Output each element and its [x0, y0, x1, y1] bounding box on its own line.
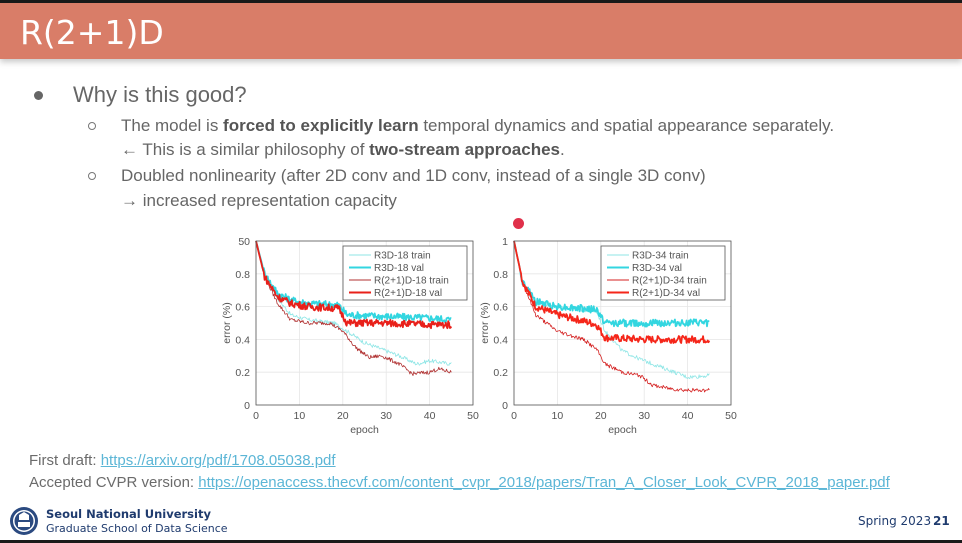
y-axis-label: error (%): [479, 302, 491, 343]
chart-r3d18-vs-r2plus1d18: 0 10 20 30 40 50 0 0.2 0.4 0.6 0.8 50 epoch error (%)…: [215, 228, 485, 438]
x-tick-label: 50: [467, 410, 479, 422]
y-tick-label: 0: [244, 400, 250, 412]
top-border: [0, 0, 962, 3]
x-tick-label: 40: [682, 410, 694, 422]
y-tick-label: 0: [502, 400, 508, 412]
hollow-bullet-icon: [88, 122, 96, 130]
first-draft-line: First draft: https://arxiv.org/pdf/1708.…: [29, 452, 336, 469]
first-draft-label: First draft:: [29, 452, 101, 469]
series-line-r-2-1-d-34-train: [513, 240, 710, 393]
plot-frame: [513, 240, 732, 406]
x-tick-label: 30: [638, 410, 650, 422]
x-tick-label: 10: [552, 410, 564, 422]
series-line-r-2-1-d-18-train: [255, 240, 452, 377]
y-tick-label: 50: [238, 236, 250, 248]
plot-frame: [255, 240, 474, 406]
chart-r3d34-vs-r2plus1d34: 0 10 20 30 40 50 0 0.2 0.4 0.6 0.8 1 epoch error (%) R…: [473, 228, 743, 438]
y-tick-label: 0.2: [235, 367, 250, 379]
legend-label: R(2+1)D-34 val: [632, 288, 700, 299]
y-tick-label: 0.4: [235, 334, 250, 346]
y-tick-label: 0.6: [493, 302, 508, 314]
chart-svg-34: 0 10 20 30 40 50 0 0.2 0.4 0.6 0.8 1 epoch error (%) R…: [479, 236, 737, 436]
text-run: .: [560, 140, 565, 159]
footer-university: Seoul National University: [46, 507, 211, 521]
y-tick-label: 0.8: [235, 269, 250, 281]
legend-label: R3D-34 val: [632, 263, 682, 274]
cvpr-version-label: Accepted CVPR version:: [29, 474, 199, 491]
first-draft-link[interactable]: https://arxiv.org/pdf/1708.05038.pdf: [100, 452, 336, 469]
x-tick-label: 10: [294, 410, 306, 422]
bottom-border: [0, 540, 962, 543]
series-line-r3d-18-val: [255, 240, 452, 324]
sub-bullet-2-line-2: → increased representation capacity: [121, 191, 397, 211]
slide-page-number: 21: [933, 514, 950, 528]
legend-label: R(2+1)D-18 train: [374, 276, 449, 287]
y-tick-label: 0.8: [493, 269, 508, 281]
x-tick-label: 40: [424, 410, 436, 422]
x-axis-label: epoch: [350, 424, 379, 436]
bold-text-run: two-stream approaches: [369, 140, 561, 159]
x-tick-label: 0: [253, 410, 259, 422]
legend-label: R3D-34 train: [632, 251, 689, 262]
sub-bullet-1-line-2: ← This is a similar philosophy of two-st…: [121, 140, 565, 160]
x-tick-label: 20: [595, 410, 607, 422]
footer-school: Graduate School of Data Science: [46, 522, 228, 535]
laser-pointer-dot-icon: [513, 218, 524, 229]
cvpr-version-line: Accepted CVPR version: https://openacces…: [29, 474, 890, 491]
x-axis-label: epoch: [608, 424, 637, 436]
series-line-r-2-1-d-34-val: [513, 240, 711, 344]
footer-term: Spring 2023: [858, 514, 932, 528]
text-run: → increased representation capacity: [121, 191, 397, 210]
text-run: ← This is a similar philosophy of: [121, 140, 370, 159]
legend-label: R3D-18 val: [374, 263, 424, 274]
series-line-r3d-18-train: [255, 240, 452, 366]
text-run: Doubled nonlinearity (after 2D conv and …: [121, 166, 706, 185]
x-tick-label: 20: [337, 410, 349, 422]
text-run: The model is: [121, 116, 224, 135]
text-run: temporal dynamics and spatial appearance…: [418, 116, 835, 135]
y-tick-label: 0.6: [235, 302, 250, 314]
legend-label: R(2+1)D-18 val: [374, 288, 442, 299]
legend-label: R3D-18 train: [374, 251, 431, 262]
x-tick-label: 30: [380, 410, 392, 422]
cvpr-version-link[interactable]: https://openaccess.thecvf.com/content_cv…: [198, 474, 890, 491]
y-axis-label: error (%): [221, 302, 233, 343]
hollow-bullet-icon: [88, 172, 96, 180]
chart-svg-18: 0 10 20 30 40 50 0 0.2 0.4 0.6 0.8 50 epoch error (%)…: [221, 236, 479, 436]
snu-emblem-icon: [10, 507, 38, 535]
legend-label: R(2+1)D-34 train: [632, 276, 707, 287]
series-line-r-2-1-d-18-val: [255, 240, 453, 330]
title-band: R(2+1)D: [0, 3, 962, 59]
bullet-dot-icon: [34, 91, 43, 100]
slide-title: R(2+1)D: [20, 13, 164, 52]
y-tick-label: 0.4: [493, 334, 508, 346]
main-bullet-text: Why is this good?: [73, 82, 247, 107]
bold-text-run: forced to explicitly learn: [223, 116, 419, 135]
y-tick-label: 0.2: [493, 367, 508, 379]
sub-bullet-2-line-1: Doubled nonlinearity (after 2D conv and …: [121, 166, 706, 186]
x-tick-label: 0: [511, 410, 517, 422]
y-tick-label: 1: [502, 236, 508, 248]
sub-bullet-1-line-1: The model is forced to explicitly learn …: [121, 116, 834, 136]
x-tick-label: 50: [725, 410, 737, 422]
series-line-r3d-34-val: [513, 240, 710, 328]
